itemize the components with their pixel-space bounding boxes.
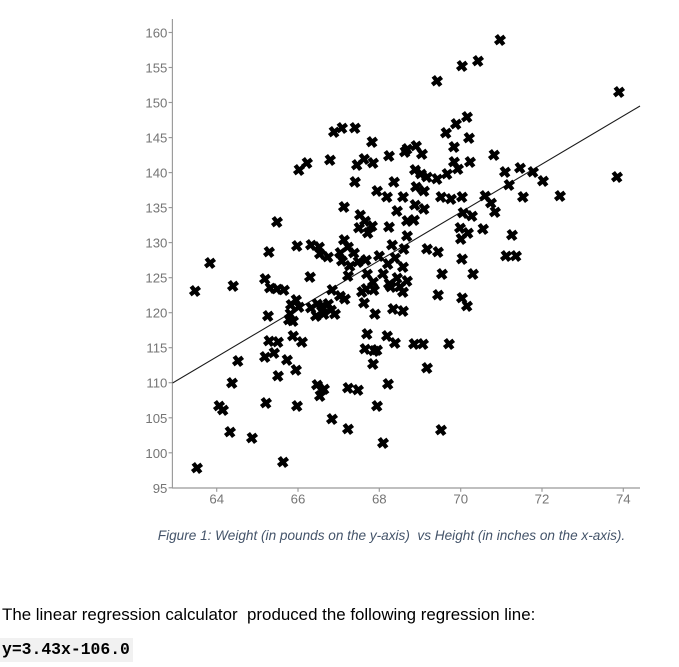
svg-text:160: 160: [145, 26, 167, 41]
svg-text:110: 110: [146, 376, 167, 391]
svg-text:105: 105: [145, 411, 167, 426]
svg-text:66: 66: [291, 491, 306, 506]
svg-text:125: 125: [145, 271, 167, 286]
svg-text:64: 64: [209, 491, 224, 506]
svg-text:72: 72: [535, 491, 550, 506]
svg-text:68: 68: [372, 491, 387, 506]
svg-text:135: 135: [145, 201, 167, 216]
svg-text:115: 115: [146, 341, 167, 356]
svg-text:130: 130: [145, 236, 167, 251]
svg-text:140: 140: [145, 166, 167, 181]
svg-text:145: 145: [145, 131, 167, 146]
svg-text:150: 150: [145, 96, 167, 111]
svg-text:74: 74: [616, 491, 631, 506]
svg-text:70: 70: [453, 491, 468, 506]
svg-text:155: 155: [145, 61, 167, 76]
svg-text:120: 120: [145, 306, 167, 321]
svg-text:95: 95: [153, 481, 168, 496]
svg-text:100: 100: [145, 446, 167, 461]
